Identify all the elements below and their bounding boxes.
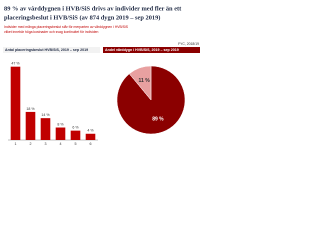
value-label: 6 % — [72, 126, 79, 130]
x-tick-label: 5 — [75, 142, 77, 146]
subtitle: Individer med många placeringsbeslut stå… — [4, 25, 129, 29]
x-tick-label: 6 — [90, 142, 92, 146]
panel-header — [3, 47, 100, 53]
subtitle: vilket innebär höga kostnader och svag k… — [4, 30, 99, 34]
title: 89 % av vårddygnen i HVB/SiS drivs av in… — [4, 5, 182, 12]
bar — [10, 66, 21, 140]
x-tick-label: 4 — [60, 142, 62, 146]
chart-title: Antal placeringsbeslut HVB/SiS, 2019 – s… — [5, 48, 88, 52]
bar — [70, 130, 81, 140]
value-label: 4 % — [87, 129, 94, 133]
bar — [55, 127, 66, 140]
value-label: 8 % — [57, 122, 64, 126]
value-label: 47 % — [11, 62, 20, 66]
chart-title: Andel vårddygn i HVB/SiS, 2019 – sep 201… — [105, 48, 179, 52]
source: FYC, 2018/19 — [178, 42, 199, 46]
x-tick-label: 1 — [15, 142, 17, 146]
bar — [40, 118, 51, 140]
panel-header — [103, 47, 200, 53]
value-label: 89 % — [152, 117, 164, 123]
slide: 89 % av vårddygnen i HVB/SiS drivs av in… — [0, 0, 203, 152]
value-label: 14 % — [41, 113, 50, 117]
value-label: 18 % — [26, 107, 35, 111]
value-label: 11 % — [139, 78, 151, 84]
title: placeringsbeslut i HVB/SiS (av 874 dygn … — [4, 14, 160, 21]
bar — [25, 111, 36, 140]
bar — [85, 133, 96, 140]
pie-slice — [128, 65, 152, 101]
x-tick-label: 3 — [45, 142, 47, 146]
x-tick-label: 2 — [30, 142, 32, 146]
